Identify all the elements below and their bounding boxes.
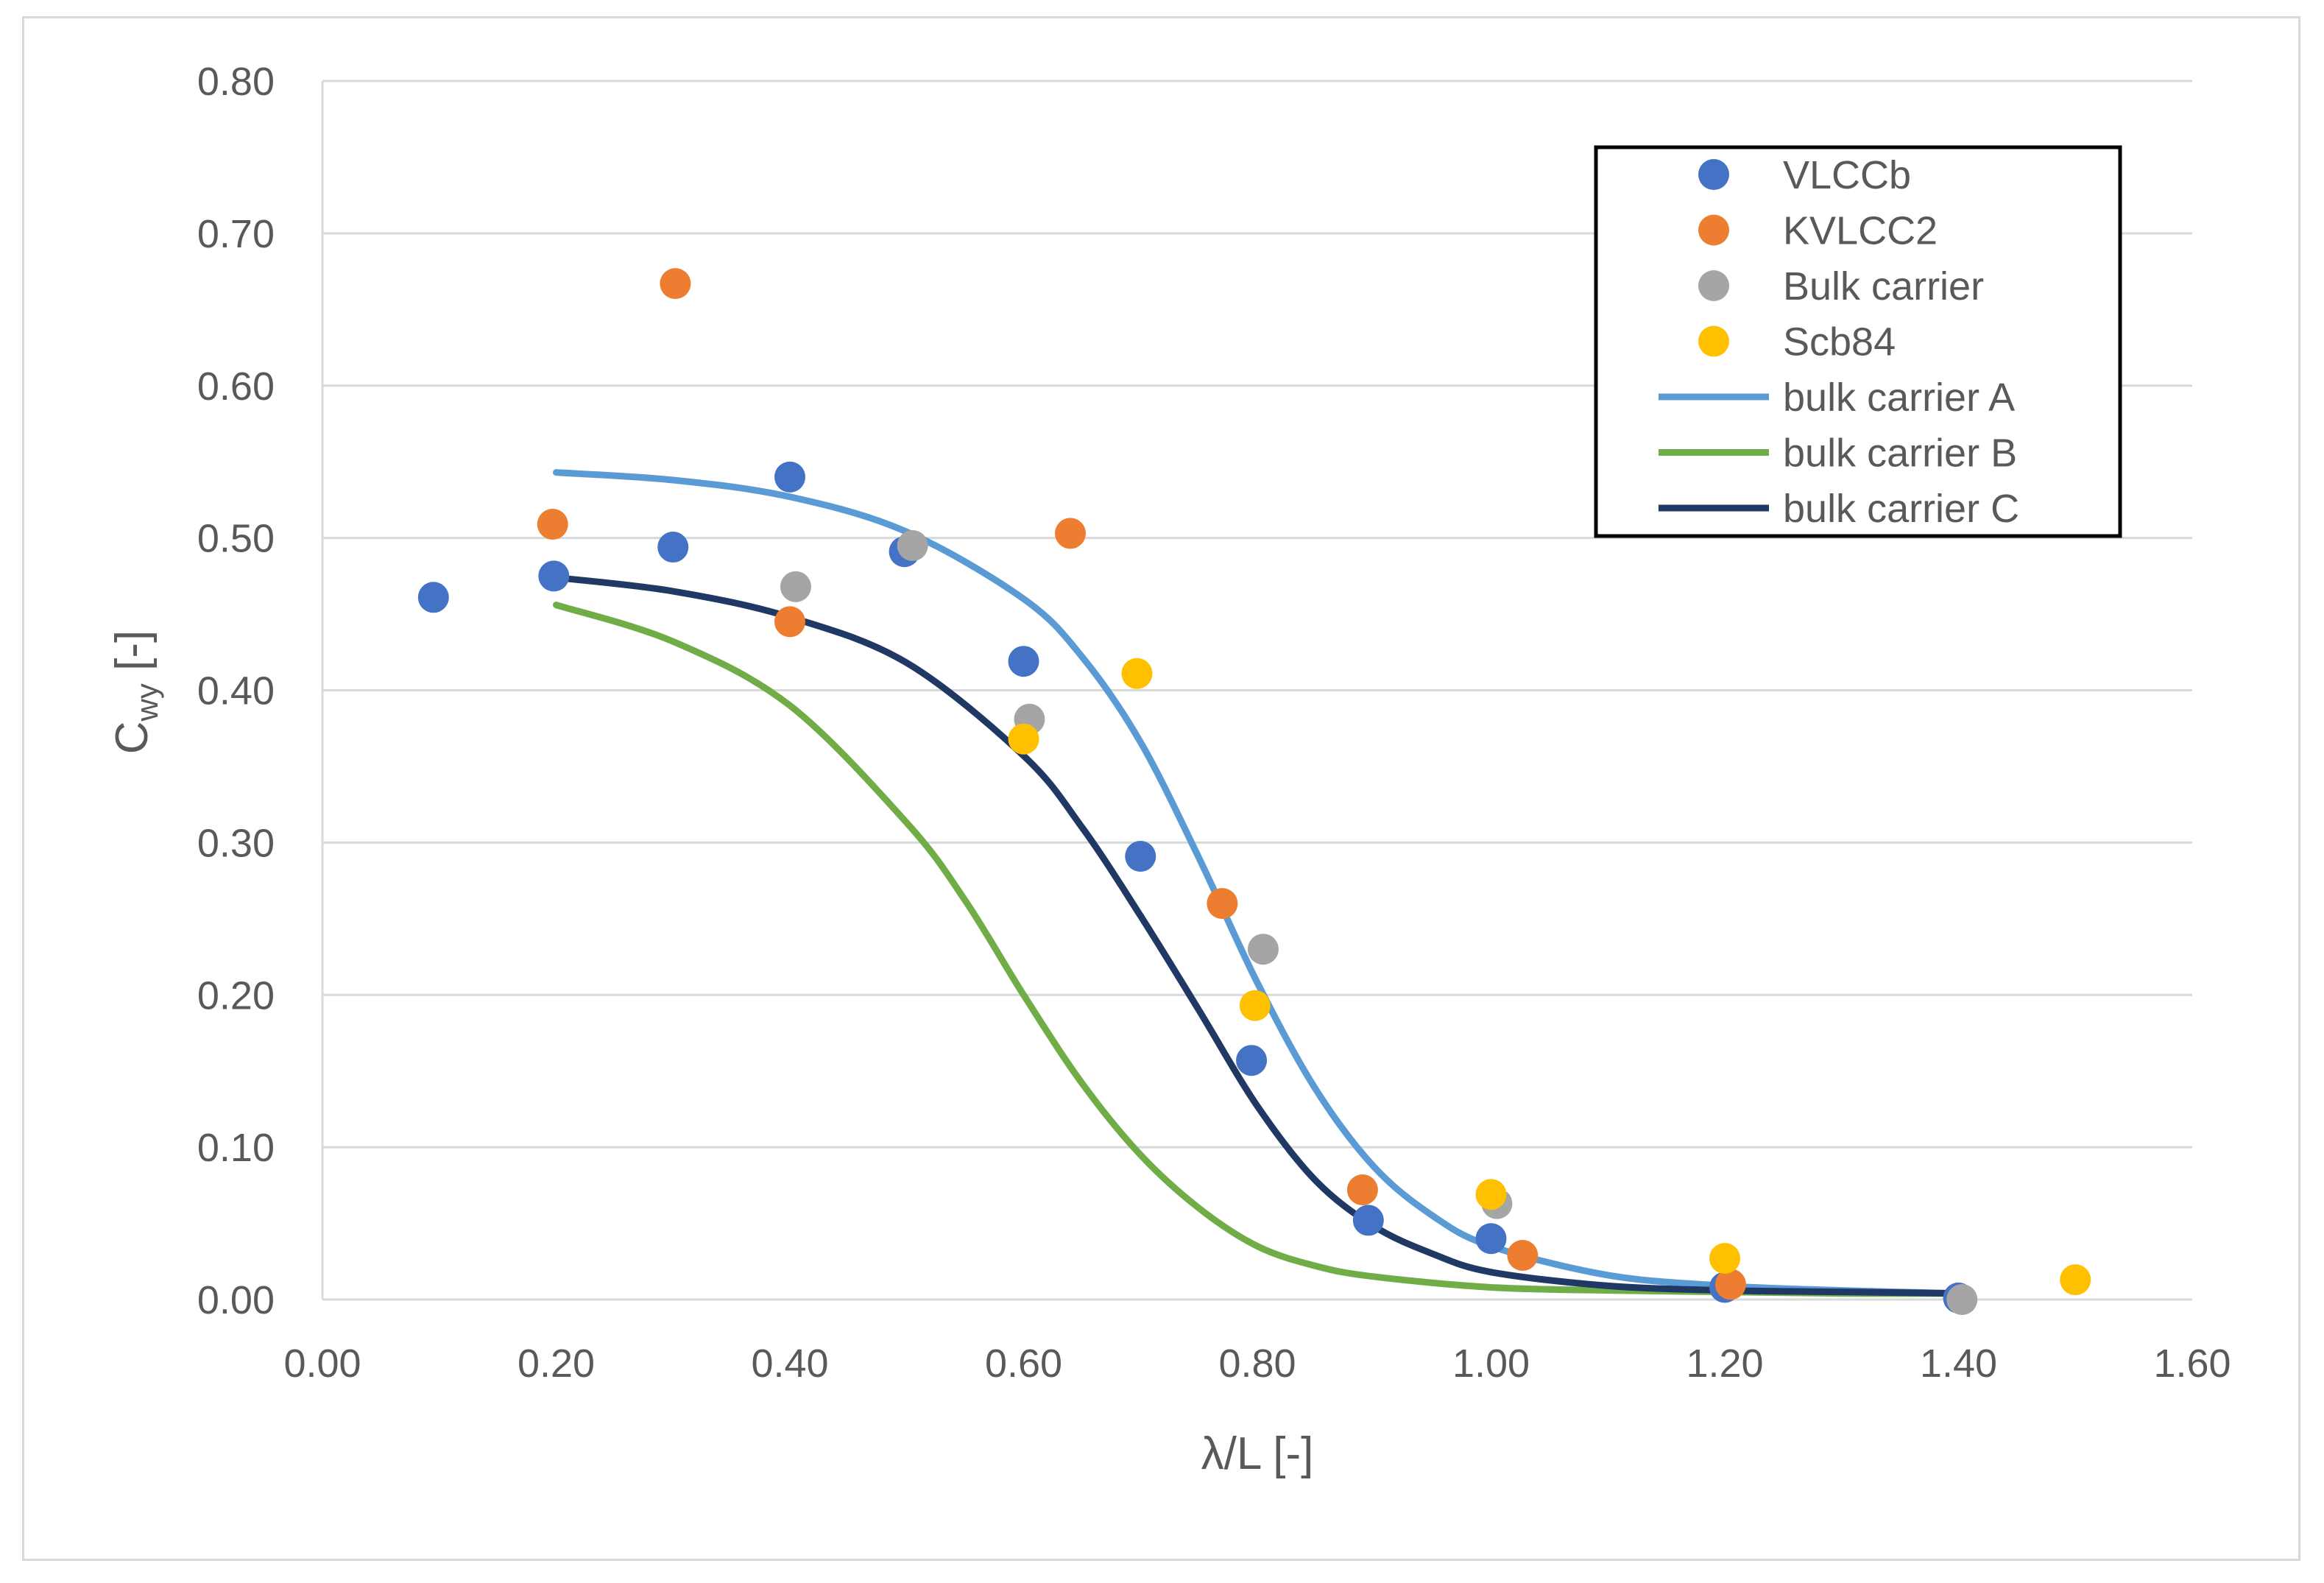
data-point-scb84 [1239,990,1271,1021]
x-tick-label: 0.00 [283,1342,361,1386]
y-tick-label: 0.60 [197,364,275,409]
data-point-scb84 [1008,723,1039,755]
legend-label-bulk-carrier: Bulk carrier [1783,264,1984,309]
y-tick-label: 0.10 [197,1126,275,1170]
data-point-bulk-carrier [1946,1284,1978,1315]
data-point-kvlcc2 [1207,888,1238,920]
legend-swatch-scb84 [1698,325,1729,357]
x-tick-label: 1.20 [1686,1342,1763,1386]
x-tick-label: 1.40 [1920,1342,1997,1386]
x-tick-label: 0.40 [751,1342,828,1386]
legend-label-kvlcc2: KVLCC2 [1783,209,1938,253]
data-point-bulk-carrier [897,529,928,561]
legend-label-bulk-carrier-b: bulk carrier B [1783,431,2017,476]
data-point-vlccb [657,532,689,563]
data-point-kvlcc2 [537,509,568,540]
x-tick-label: 0.20 [518,1342,595,1386]
data-point-bulk-carrier [1247,934,1279,965]
x-tick-label: 0.80 [1218,1342,1296,1386]
y-tick-label: 0.40 [197,669,275,713]
data-point-kvlcc2 [1714,1269,1746,1300]
data-point-kvlcc2 [1055,518,1086,549]
legend-swatch-vlccb [1698,159,1729,190]
y-tick-labels: 0.00 0.10 0.20 0.30 0.40 0.50 0.60 0.70 0.80 [197,60,275,1322]
legend-box [1594,145,2122,538]
data-point-bulk-carrier [780,571,811,602]
data-point-kvlcc2 [660,268,691,300]
series-line-bulk-carrier-a [553,469,1962,1297]
data-point-vlccb [1475,1223,1507,1255]
data-point-vlccb [774,461,805,493]
data-point-vlccb [1236,1045,1268,1076]
data-point-vlccb [417,582,449,613]
data-point-vlccb [538,560,570,592]
data-point-vlccb [1125,840,1156,872]
legend-label-bulk-carrier-a: bulk carrier A [1783,376,2015,420]
legend-label-bulk-carrier-c: bulk carrier C [1783,487,2019,531]
y-tick-label: 0.80 [197,60,275,104]
legend-label-vlccb: VLCCb [1783,153,1911,197]
data-point-scb84 [1121,657,1153,689]
y-axis-title: Cwy [-] [107,630,164,754]
data-point-vlccb [1352,1205,1384,1236]
series-line-bulk-carrier-c [553,574,1962,1297]
data-point-kvlcc2 [1507,1240,1539,1272]
y-tick-label: 0.00 [197,1278,275,1322]
data-point-scb84 [1709,1243,1740,1274]
data-point-vlccb [1008,646,1039,677]
y-axis-title-subscript: wy [130,683,164,722]
data-point-kvlcc2 [774,606,805,638]
axes [321,81,2192,1301]
x-axis-title: λ/L [-] [1201,1428,1314,1479]
data-markers [417,268,2091,1315]
y-tick-label: 0.50 [197,517,275,561]
legend-label-scb84: Scb84 [1783,320,1896,364]
legend-swatch-bulk-carrier [1698,270,1729,301]
data-point-scb84 [2060,1264,2091,1296]
fit-lines [553,469,1962,1297]
y-tick-label: 0.70 [197,212,275,256]
data-point-scb84 [1475,1179,1507,1210]
legend-items: VLCCb KVLCC2 Bulk carrier Scb84 bulk carrier… [1659,153,2019,531]
x-tick-label: 0.60 [985,1342,1062,1386]
data-point-kvlcc2 [1346,1174,1378,1206]
x-tick-label: 1.00 [1452,1342,1530,1386]
legend-swatch-kvlcc2 [1698,214,1729,246]
x-tick-label: 1.60 [2153,1342,2231,1386]
y-axis-title-main: C [107,721,158,754]
x-tick-labels: 0.00 0.20 0.40 0.60 0.80 1.00 1.20 1.40 1.60 [283,1342,2231,1386]
legend: VLCCb KVLCC2 Bulk carrier Scb84 bulk carrier… [1594,145,2122,538]
y-tick-label: 0.30 [197,821,275,865]
y-axis-title-suffix: [-] [107,630,158,683]
y-tick-label: 0.20 [197,973,275,1018]
